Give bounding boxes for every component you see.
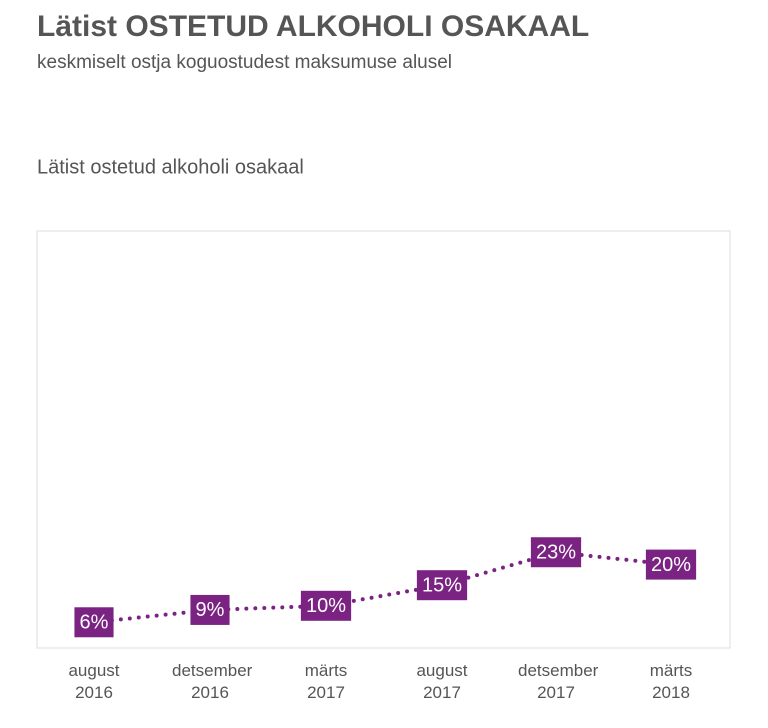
x-tick-label: märts 2017 bbox=[304, 661, 348, 702]
chart-title: Lätist OSTETUD ALKOHOLI OSAKAAL bbox=[37, 10, 589, 43]
value-label: 15% bbox=[416, 570, 468, 601]
value-label-text: 23% bbox=[536, 542, 576, 564]
plot-frame bbox=[36, 230, 731, 649]
value-label: 9% bbox=[190, 594, 230, 625]
x-tick-label: märts 2018 bbox=[649, 661, 693, 702]
value-label: 6% bbox=[74, 607, 114, 638]
point-marker bbox=[74, 607, 114, 638]
chart-subtitle: keskmiselt ostja koguostudest maksumuse … bbox=[37, 52, 452, 73]
plot-title: Lätist ostetud alkoholi osakaal bbox=[37, 156, 304, 178]
data-line bbox=[92, 550, 673, 625]
value-label: 20% bbox=[645, 549, 697, 580]
x-tick-label: august 2017 bbox=[416, 661, 468, 702]
point-marker bbox=[190, 594, 230, 625]
point-marker bbox=[416, 570, 468, 601]
point-marker bbox=[645, 549, 697, 580]
value-label-text: 9% bbox=[196, 599, 225, 621]
point-marker bbox=[530, 537, 582, 568]
x-tick-label: detsember 2016 bbox=[172, 661, 253, 702]
point-marker bbox=[300, 590, 352, 621]
value-label-text: 15% bbox=[422, 574, 462, 596]
value-label: 10% bbox=[300, 590, 352, 621]
value-label-text: 10% bbox=[306, 595, 346, 617]
x-tick-label: august 2016 bbox=[68, 661, 120, 702]
value-label: 23% bbox=[530, 537, 582, 568]
value-label-text: 6% bbox=[80, 612, 109, 634]
x-tick-label: detsember 2017 bbox=[518, 661, 599, 702]
value-label-text: 20% bbox=[651, 554, 691, 576]
